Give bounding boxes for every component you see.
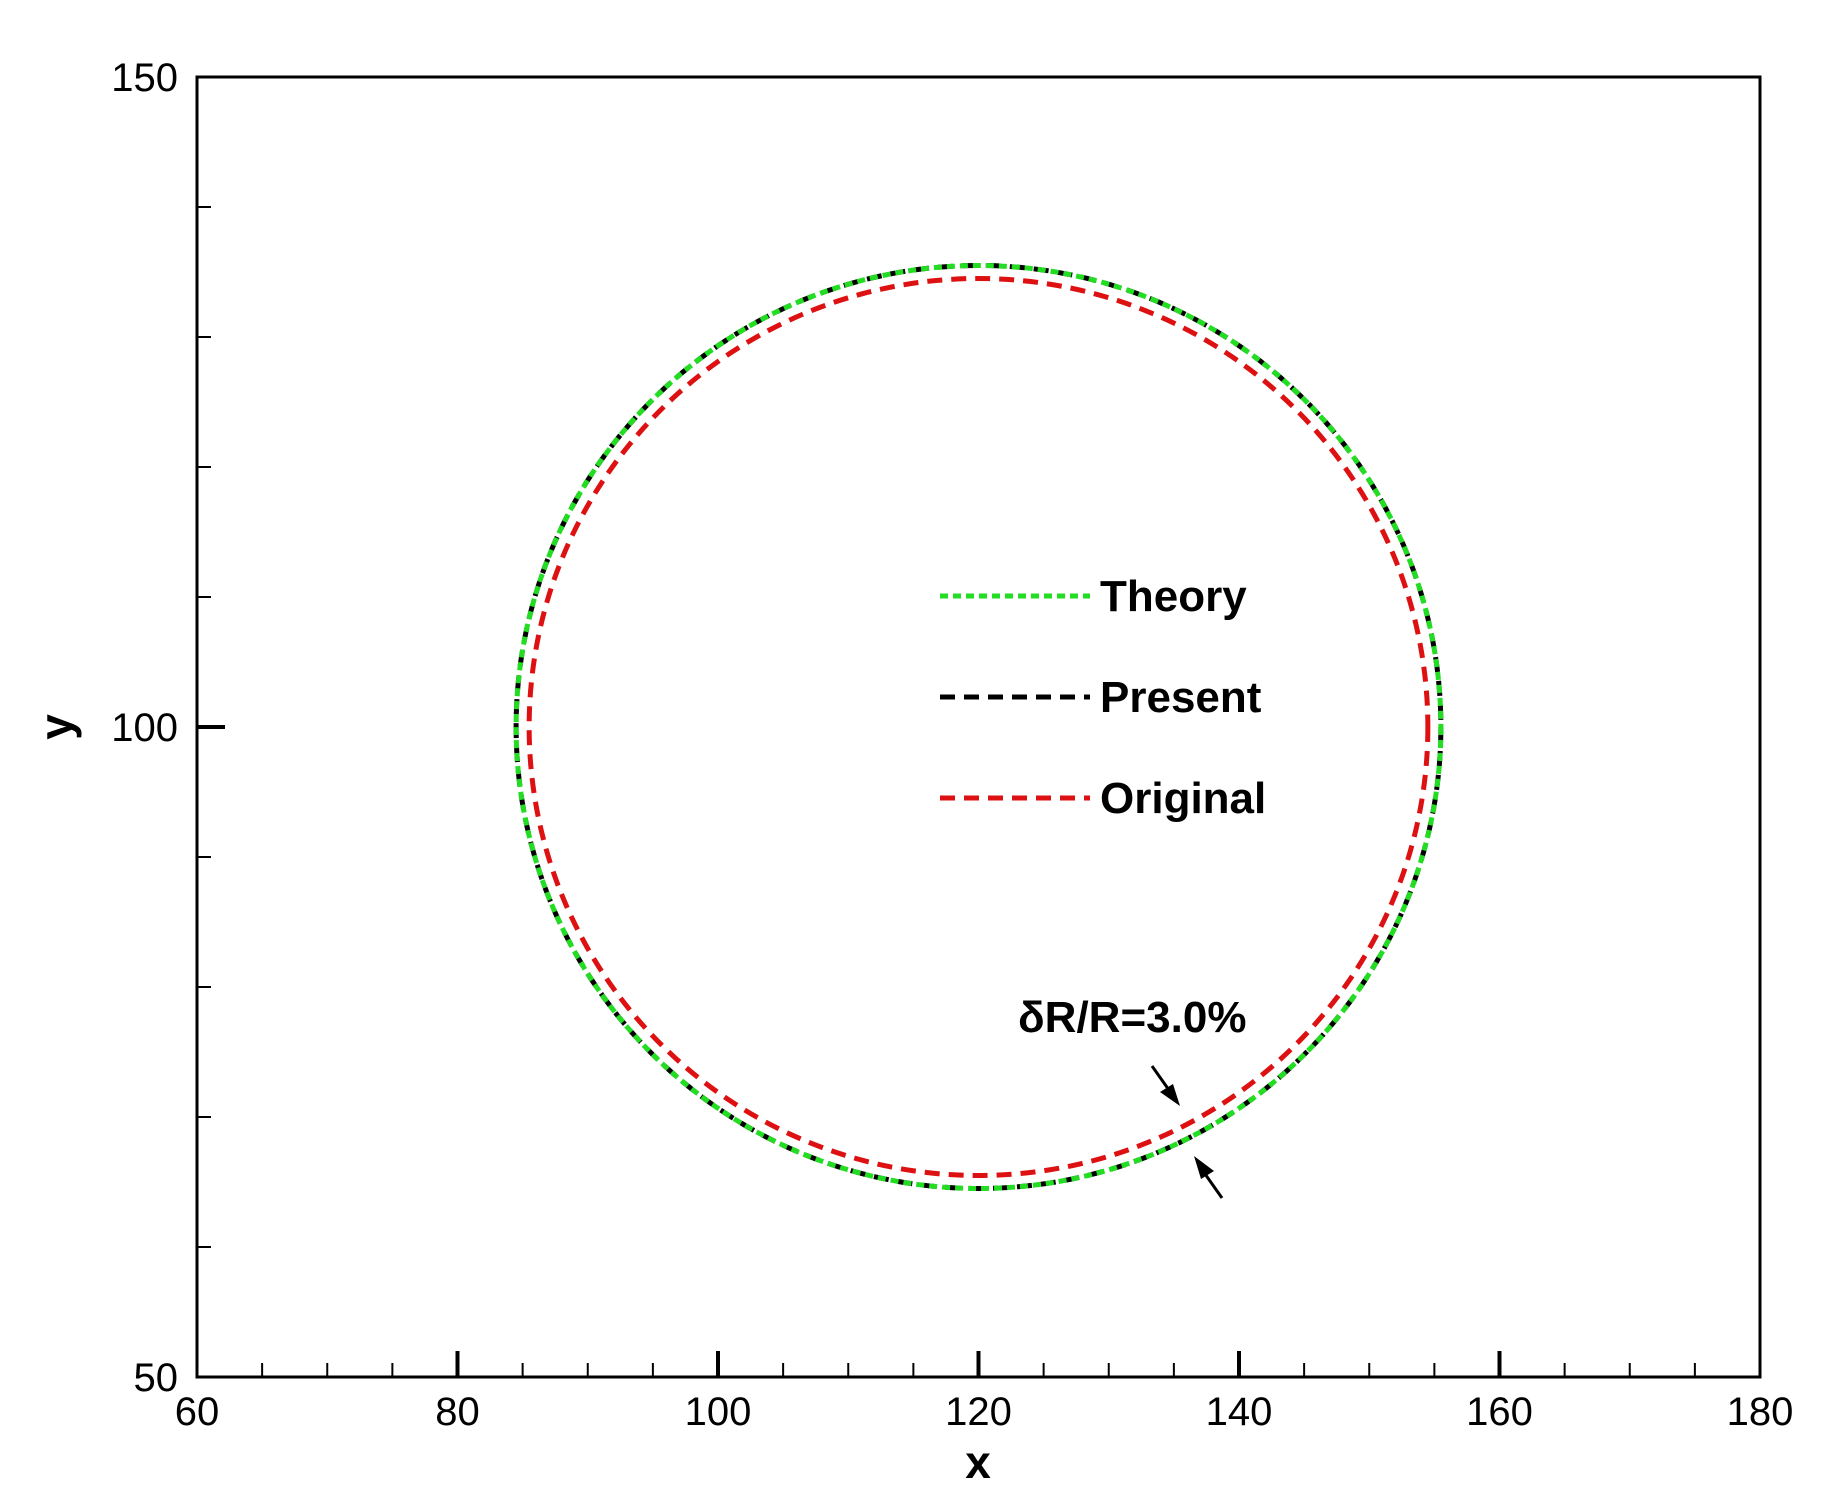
y-axis-title: y xyxy=(30,714,82,740)
axis-layer: 60 80 100 120 140 160 180 50 100 150 xyxy=(111,56,1793,1434)
x-tick-label: 140 xyxy=(1206,1390,1273,1434)
x-axis-title: x xyxy=(965,1436,991,1488)
legend-label-original: Original xyxy=(1100,774,1266,823)
series-layer xyxy=(513,263,1444,1191)
y-tick-label: 100 xyxy=(111,706,178,750)
x-tick-label: 180 xyxy=(1727,1390,1794,1434)
series-theory-curve xyxy=(513,263,1444,1191)
x-tick-label: 160 xyxy=(1466,1390,1533,1434)
legend-label-present: Present xyxy=(1100,673,1262,722)
x-tick-label: 60 xyxy=(175,1390,220,1434)
legend: Theory Present Original xyxy=(940,572,1266,823)
x-tick-label: 100 xyxy=(685,1390,752,1434)
annotation-text: δR/R=3.0% xyxy=(1018,993,1246,1042)
legend-label-theory: Theory xyxy=(1100,572,1247,621)
y-tick-label: 150 xyxy=(111,56,178,100)
annotation-arrow-lower-head xyxy=(1194,1156,1214,1179)
x-tick-label: 80 xyxy=(435,1390,480,1434)
annotation-arrow-upper-head xyxy=(1160,1084,1180,1106)
annotation: δR/R=3.0% xyxy=(1018,993,1246,1199)
series-original-curve xyxy=(526,276,1431,1178)
x-tick-label: 120 xyxy=(945,1390,1012,1434)
y-tick-label: 50 xyxy=(134,1356,179,1400)
plot-frame xyxy=(195,75,1762,1379)
